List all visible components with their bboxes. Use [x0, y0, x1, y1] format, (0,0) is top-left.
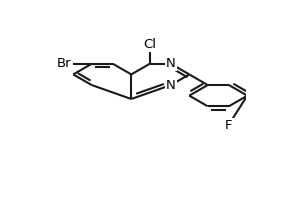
Text: Br: Br	[56, 57, 71, 70]
Text: F: F	[225, 119, 233, 132]
Text: Cl: Cl	[143, 38, 156, 51]
Text: N: N	[166, 57, 176, 70]
Text: N: N	[166, 79, 176, 91]
